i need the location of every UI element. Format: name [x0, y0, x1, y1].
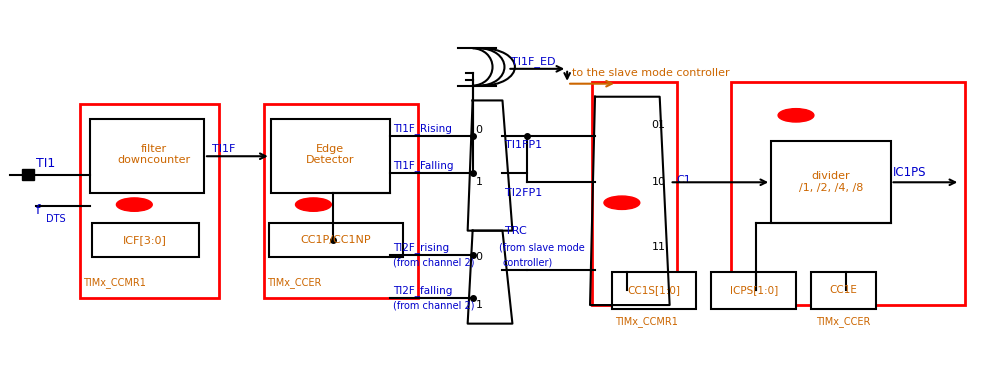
Text: filter
downcounter: filter downcounter: [117, 144, 191, 165]
Text: TI2FP1: TI2FP1: [505, 189, 542, 198]
Bar: [711, 272, 795, 309]
Bar: [270, 119, 390, 193]
Text: TIMx_CCMR1: TIMx_CCMR1: [614, 316, 677, 327]
Text: TIMx_CCER: TIMx_CCER: [266, 277, 321, 288]
Text: TRC: TRC: [505, 226, 527, 235]
Text: TI1F: TI1F: [212, 144, 235, 154]
Text: 0: 0: [475, 125, 482, 135]
Text: CC1S[1:0]: CC1S[1:0]: [627, 285, 680, 295]
Text: TI2F_falling: TI2F_falling: [393, 285, 452, 296]
Text: TI2F_rising: TI2F_rising: [393, 242, 448, 253]
Text: 3: 3: [617, 198, 625, 208]
Text: CC1P/CC1NP: CC1P/CC1NP: [300, 235, 371, 245]
Text: TI1: TI1: [36, 157, 55, 170]
Circle shape: [603, 196, 639, 209]
Text: IC1PS: IC1PS: [892, 167, 925, 179]
Text: TI1F_Rising: TI1F_Rising: [393, 123, 451, 134]
Text: 1: 1: [130, 200, 138, 209]
Bar: [268, 223, 403, 257]
Bar: [611, 272, 696, 309]
Text: CC1E: CC1E: [828, 285, 857, 295]
Text: 2: 2: [309, 200, 317, 209]
Text: 01: 01: [651, 120, 665, 129]
Circle shape: [116, 198, 152, 211]
Text: f: f: [36, 204, 41, 217]
Circle shape: [295, 198, 331, 211]
Text: 1: 1: [475, 177, 482, 187]
Text: C1: C1: [676, 176, 691, 185]
Text: 4: 4: [791, 110, 799, 120]
Bar: [810, 272, 875, 309]
Bar: [22, 169, 34, 180]
Text: TIMx_CCMR1: TIMx_CCMR1: [83, 277, 145, 288]
Bar: [91, 223, 199, 257]
Text: 0: 0: [475, 252, 482, 262]
Text: ICF[3:0]: ICF[3:0]: [123, 235, 167, 245]
Text: controller): controller): [502, 257, 553, 267]
Text: Edge
Detector: Edge Detector: [306, 144, 354, 165]
Circle shape: [777, 109, 813, 122]
Text: to the slave mode controller: to the slave mode controller: [572, 68, 729, 77]
Text: 11: 11: [651, 243, 665, 252]
Bar: [770, 141, 890, 223]
Text: TI1FP1: TI1FP1: [505, 140, 542, 150]
Text: (from channel 2): (from channel 2): [393, 300, 474, 310]
Text: TI1F_Falling: TI1F_Falling: [393, 160, 453, 171]
Text: TI1F_ED: TI1F_ED: [511, 56, 556, 67]
Text: divider
/1, /2, /4, /8: divider /1, /2, /4, /8: [798, 171, 862, 193]
Text: (from slave mode: (from slave mode: [499, 243, 584, 252]
Bar: [89, 119, 204, 193]
Text: TIMx_CCER: TIMx_CCER: [815, 316, 870, 327]
Text: ICPS[1:0]: ICPS[1:0]: [729, 285, 777, 295]
Text: DTS: DTS: [46, 215, 66, 224]
Text: 1: 1: [475, 300, 482, 310]
Text: (from channel 2): (from channel 2): [393, 257, 474, 267]
Text: 10: 10: [651, 177, 665, 187]
